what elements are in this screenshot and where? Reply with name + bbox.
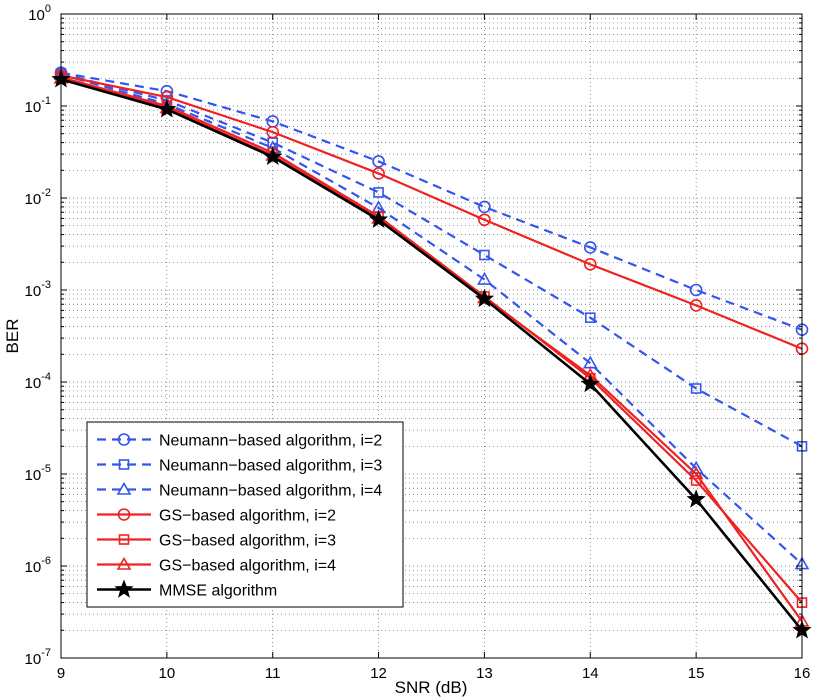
data-point	[582, 355, 598, 369]
series-layer	[51, 66, 812, 639]
data-point	[372, 167, 385, 180]
series-line	[60, 73, 803, 565]
x-tick-label: 13	[476, 665, 493, 682]
data-point	[266, 125, 280, 139]
x-tick-label: 16	[794, 665, 811, 682]
legend-label: Neumann−based algorithm, i=3	[159, 458, 382, 475]
x-tick-label: 9	[57, 665, 65, 682]
data-point	[688, 466, 704, 480]
legend-label: MMSE algorithm	[159, 583, 277, 600]
y-tick-label: 10-7	[25, 647, 51, 668]
legend-item: GS−based algorithm, i=3	[97, 533, 336, 550]
data-point	[686, 489, 706, 508]
legend-marker	[118, 534, 130, 545]
x-axis-label: SNR (dB)	[395, 678, 468, 697]
legend-label: Neumann−based algorithm, i=4	[159, 483, 382, 500]
data-point	[479, 249, 490, 261]
legend-item: GS−based algorithm, i=4	[97, 556, 336, 575]
ticks-layer: 9 10 11 12 13 14 15 16 10-7 10-6 10-5 10-4 10-3 10-2 1…	[25, 3, 811, 682]
legend-item: Neumann−based algorithm, i=3	[97, 458, 382, 475]
data-point	[474, 288, 495, 308]
legend-marker	[118, 459, 130, 470]
legend-item: Neumann−based algorithm, i=2	[97, 433, 382, 450]
y-tick-label: 10-2	[25, 187, 51, 208]
data-point	[478, 200, 491, 214]
x-tick-label: 10	[159, 665, 176, 682]
y-tick-label: 10-5	[25, 463, 51, 484]
series-line	[60, 78, 804, 632]
y-tick-label: 10-1	[25, 95, 51, 116]
y-axis-label: BER	[3, 319, 22, 354]
legend-label: GS−based algorithm, i=4	[159, 558, 336, 575]
data-point	[157, 99, 177, 118]
data-point	[478, 213, 491, 227]
legend: Neumann−based algorithm, i=2 Neumann−base…	[86, 421, 404, 608]
series-line	[60, 71, 803, 331]
x-tick-label: 11	[265, 665, 281, 682]
series-line	[60, 76, 803, 604]
legend-label: GS−based algorithm, i=3	[159, 533, 336, 550]
legend-marker	[116, 556, 132, 570]
data-point	[477, 271, 492, 285]
legend-label: Neumann−based algorithm, i=2	[159, 433, 382, 450]
data-point	[368, 209, 389, 228]
x-tick-label: 12	[370, 665, 387, 682]
series-line	[60, 74, 803, 350]
legend-marker	[117, 508, 131, 521]
legend-marker	[114, 579, 134, 598]
y-tick-label: 10-3	[25, 279, 51, 300]
y-tick-label: 100	[28, 3, 51, 24]
data-point	[580, 373, 600, 393]
y-tick-label: 10-4	[25, 371, 51, 392]
x-tick-label: 15	[688, 665, 705, 682]
legend-item: MMSE algorithm	[97, 579, 277, 600]
data-point	[689, 299, 703, 312]
legend-marker	[117, 433, 131, 446]
series-line	[60, 72, 803, 448]
data-point	[372, 155, 385, 168]
legend-item: GS−based algorithm, i=2	[97, 508, 336, 525]
legend-label: GS−based algorithm, i=2	[159, 508, 336, 525]
data-point	[584, 312, 596, 323]
y-tick-label: 10-6	[25, 555, 51, 576]
data-point	[690, 383, 702, 394]
data-point	[373, 187, 384, 198]
data-point	[583, 258, 597, 271]
data-point	[583, 241, 597, 254]
plot-frame	[60, 13, 803, 659]
legend-item: Neumann−based algorithm, i=4	[97, 481, 382, 500]
x-tick-label: 14	[582, 665, 599, 682]
data-point	[263, 146, 283, 166]
data-point	[689, 283, 703, 297]
legend-marker	[116, 481, 132, 495]
